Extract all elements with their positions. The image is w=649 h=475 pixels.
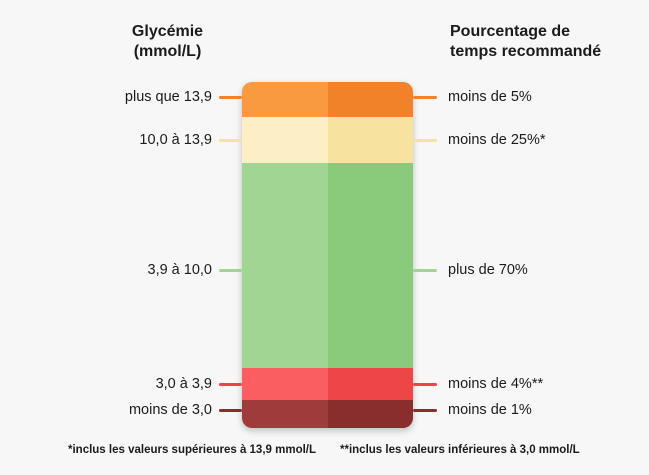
right-tick-very-high <box>413 96 437 99</box>
right-tick-low <box>413 383 437 386</box>
range-label-in-range: 3,9 à 10,0 <box>147 262 213 278</box>
bar-segment-very-low-left <box>242 400 328 428</box>
footnote-low-values: **inclus les valeurs inférieures à 3,0 m… <box>340 444 580 456</box>
range-label-low: 3,0 à 3,9 <box>155 376 212 392</box>
bar-segment-high-left <box>242 117 328 163</box>
bar-segment-in-range-right <box>327 163 413 368</box>
range-label-high: 10,0 à 13,9 <box>139 132 212 148</box>
left-tick-high <box>219 139 242 142</box>
time-label-very-low: moins de 1% <box>448 402 532 418</box>
bar-segment-in-range <box>242 163 413 368</box>
bar-segment-low-right <box>327 368 413 400</box>
right-tick-in-range <box>413 269 437 272</box>
time-label-in-range: plus de 70% <box>448 262 528 278</box>
stacked-bar <box>242 82 413 428</box>
bar-segment-very-low-right <box>327 400 413 428</box>
bar-segment-low-left <box>242 368 328 400</box>
left-axis-title: Glycémie (mmol/L) <box>60 22 275 62</box>
left-tick-very-low <box>219 409 242 412</box>
left-tick-low <box>219 383 242 386</box>
right-axis-title: Pourcentage de temps recommandé <box>450 22 601 62</box>
time-label-high: moins de 25%* <box>448 132 546 148</box>
right-axis-title-line1: Pourcentage de <box>450 23 571 40</box>
left-axis-title-line2: (mmol/L) <box>133 43 202 60</box>
range-label-very-low: moins de 3,0 <box>128 402 212 418</box>
left-tick-in-range <box>219 269 242 272</box>
bar-segment-very-high-left <box>242 82 328 117</box>
bar-segment-very-high-right <box>327 82 413 117</box>
right-tick-high <box>413 139 437 142</box>
bar-segment-low <box>242 368 413 400</box>
left-tick-very-high <box>219 96 242 99</box>
bar-segment-very-high <box>242 82 413 117</box>
time-label-low: moins de 4%** <box>448 376 544 392</box>
bar-segment-high-right <box>327 117 413 163</box>
range-label-very-high: plus que 13,9 <box>124 89 212 105</box>
bar-segment-very-low <box>242 400 413 428</box>
right-tick-very-low <box>413 409 437 412</box>
bar-segment-in-range-left <box>242 163 328 368</box>
time-label-very-high: moins de 5% <box>448 89 532 105</box>
footnote-high-values: *inclus les valeurs supérieures à 13,9 m… <box>68 444 317 456</box>
bar-segment-high <box>242 117 413 163</box>
right-axis-title-line2: temps recommandé <box>450 43 602 60</box>
left-axis-title-line1: Glycémie <box>131 23 204 40</box>
